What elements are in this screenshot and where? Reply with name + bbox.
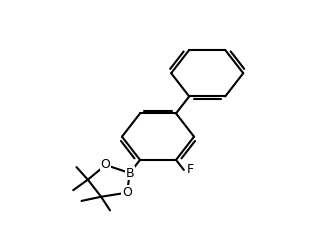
Text: O: O: [122, 186, 132, 199]
Text: O: O: [101, 159, 111, 172]
Text: F: F: [187, 164, 194, 177]
Text: B: B: [125, 167, 134, 180]
